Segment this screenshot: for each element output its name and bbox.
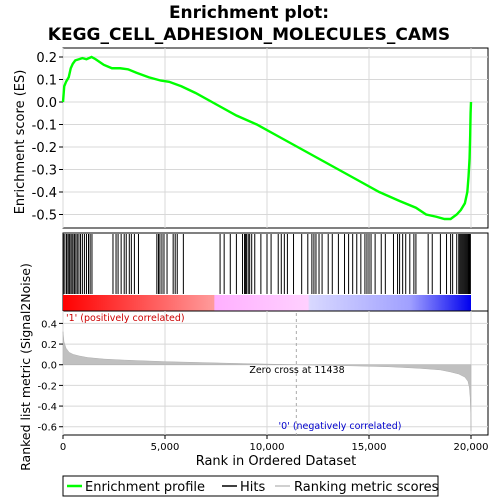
x-tick-label: 10,000 — [250, 442, 285, 453]
x-tick-label: 0 — [60, 442, 66, 453]
enrichment-y-ticks: 0.2 0.1 0.0 -0.1 -0.2 -0.3 -0.4 -0.5 — [32, 51, 63, 224]
metric-tick-label: 0.0 — [41, 361, 57, 372]
metric-tick-label: -0.4 — [37, 402, 57, 413]
ranked-metric-panel: 0.4 0.2 0.0 -0.2 -0.4 -0.6 0 5,000 10,000 15,000… — [18, 263, 489, 471]
enrichment-panel: 0.2 0.1 0.0 -0.1 -0.2 -0.3 -0.4 -0.5 Enrichment… — [13, 47, 489, 229]
ranking-metric-area — [62, 331, 472, 431]
legend-label-metric: Ranking metric scores — [294, 480, 439, 495]
enrichment-panel-frame — [62, 47, 489, 229]
x-tick-label: 20,000 — [454, 442, 489, 453]
es-tick-label: 0.0 — [36, 96, 57, 111]
es-tick-label: 0.1 — [36, 74, 57, 89]
es-tick-label: 0.2 — [36, 51, 57, 66]
x-tick-label: 15,000 — [352, 442, 387, 453]
ranked-metric-panel-frame — [62, 310, 489, 436]
metric-tick-label: -0.6 — [37, 423, 57, 434]
legend: Enrichment profile Hits Ranking metric s… — [62, 475, 439, 497]
metric-tick-label: 0.4 — [41, 319, 57, 330]
chart-title-line2: KEGG_CELL_ADHESION_MOLECULES_CAMS — [48, 25, 450, 45]
enrichment-y-axis-title: Enrichment score (ES) — [13, 70, 28, 215]
es-tick-label: -0.4 — [32, 186, 57, 201]
es-tick-label: -0.5 — [32, 209, 57, 224]
es-tick-label: -0.3 — [32, 164, 57, 179]
legend-label-enrichment: Enrichment profile — [85, 480, 205, 495]
es-tick-label: -0.1 — [32, 119, 57, 134]
ranked-metric-x-ticks: 0 5,000 10,000 15,000 20,000 — [60, 435, 489, 453]
es-tick-label: -0.2 — [32, 141, 57, 156]
hits-panel — [62, 232, 489, 312]
zero-cross-label: Zero cross at 11438 — [249, 365, 344, 376]
metric-tick-label: -0.2 — [37, 381, 57, 392]
rank-color-bar — [63, 295, 471, 311]
chart-title-line1: Enrichment plot: — [169, 3, 329, 23]
enrichment-profile-line — [61, 55, 473, 221]
x-axis-title: Rank in Ordered Dataset — [196, 454, 357, 469]
ranked-metric-y-axis-title: Ranked list metric (Signal2Noise) — [18, 263, 33, 471]
hit-lines — [62, 234, 471, 294]
x-tick-label: 5,000 — [151, 442, 180, 453]
metric-tick-label: 0.2 — [41, 340, 57, 351]
legend-label-hits: Hits — [240, 480, 265, 495]
legend-frame — [62, 475, 439, 497]
ranked-metric-y-ticks: 0.4 0.2 0.0 -0.2 -0.4 -0.6 — [37, 319, 63, 434]
negative-correlation-label: '0' (negatively correlated) — [279, 421, 402, 432]
positive-correlation-label: '1' (positively correlated) — [66, 313, 185, 324]
